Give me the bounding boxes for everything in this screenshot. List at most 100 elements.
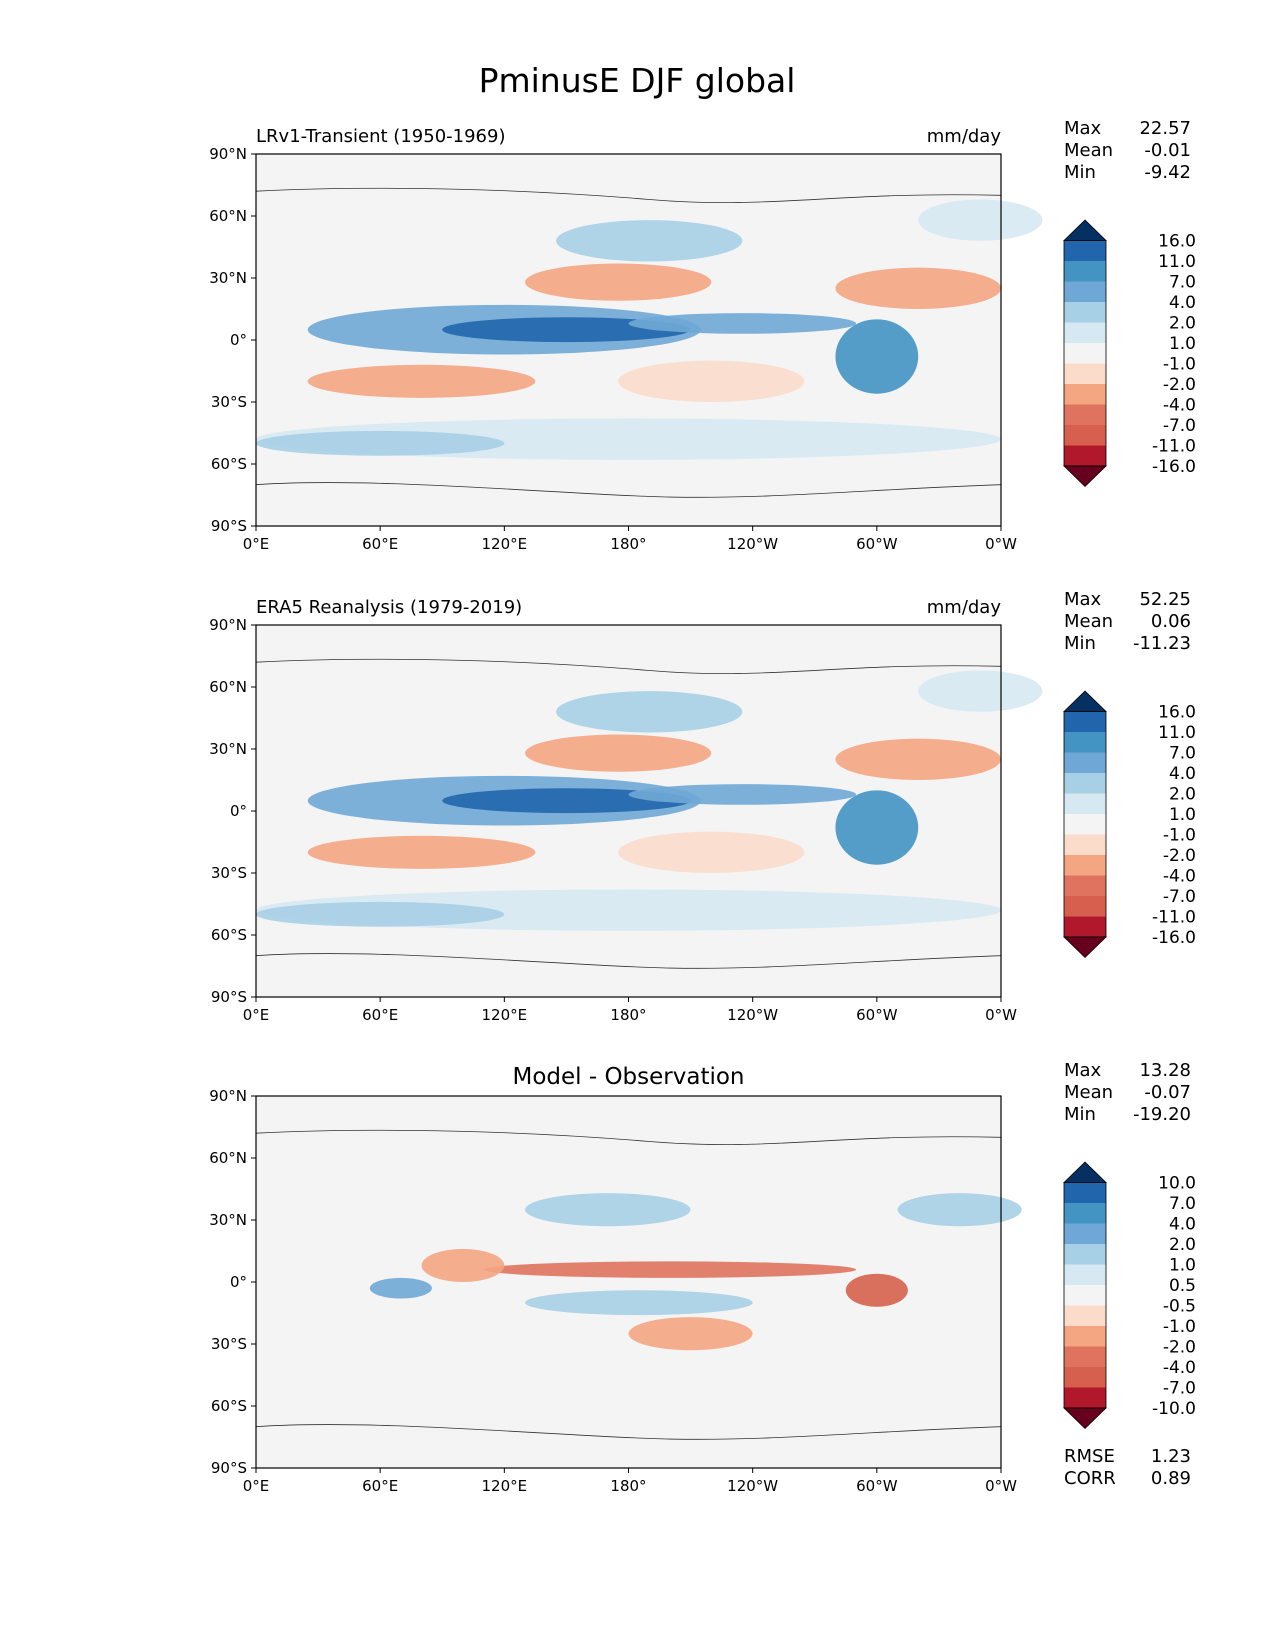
panel-title: ERA5 Reanalysis (1979-2019): [256, 597, 522, 618]
panel-1: 90°N 60°N 30°N 0° 30°S 60°S 90°S0°E 60°E 120°E 18…: [209, 118, 1196, 553]
y-tick-label: 60°S: [211, 455, 247, 473]
colorbar-swatch: [1064, 1367, 1106, 1388]
colorbar-swatch: [1064, 445, 1106, 466]
colorbar-label: -2.0: [1163, 1338, 1196, 1358]
stat-label: Mean: [1064, 140, 1113, 161]
field-shading: [618, 831, 805, 873]
x-tick-label: 120°E: [482, 1477, 528, 1495]
colorbar-swatch: [1064, 732, 1106, 753]
stat-label: Mean: [1064, 611, 1113, 632]
y-tick-label: 30°S: [211, 393, 247, 411]
x-tick-label: 60°W: [856, 535, 898, 553]
x-tick-label: 0°E: [243, 1006, 270, 1024]
y-tick-label: 30°N: [209, 1211, 247, 1229]
colorbar-label: 2.0: [1169, 785, 1196, 805]
field-shading: [421, 1248, 505, 1282]
colorbar-label: -4.0: [1163, 1358, 1196, 1378]
stat-value: -11.23: [1133, 633, 1191, 654]
coastline: [255, 1129, 1002, 1146]
y-tick-label: 0°: [230, 331, 247, 349]
stat-value: -9.42: [1144, 162, 1191, 183]
colorbar-label: -16.0: [1152, 457, 1196, 477]
y-tick-label: 60°S: [211, 926, 247, 944]
colorbar-label: -2.0: [1163, 375, 1196, 395]
colorbar-swatch: [1064, 1244, 1106, 1265]
field-shading: [918, 670, 1043, 712]
colorbar-label: 7.0: [1169, 744, 1196, 764]
field-shading: [835, 790, 919, 865]
y-tick-label: 90°N: [209, 1087, 247, 1105]
field-shading: [835, 738, 1001, 780]
colorbar-swatch: [1064, 793, 1106, 814]
colorbar-frame: [1063, 240, 1107, 467]
colorbar-label: -11.0: [1152, 908, 1196, 928]
x-tick-label: 60°W: [856, 1006, 898, 1024]
colorbar-swatch: [1064, 855, 1106, 876]
colorbar-label: -11.0: [1152, 437, 1196, 457]
x-tick-label: 120°W: [727, 1477, 778, 1495]
stat-label: Mean: [1064, 1082, 1113, 1103]
panel-title: LRv1-Transient (1950-1969): [256, 126, 505, 147]
colorbar-swatch: [1064, 404, 1106, 425]
field-shading: [628, 1317, 753, 1351]
coastline: [255, 482, 1002, 498]
stat-value: -19.20: [1133, 1104, 1191, 1125]
stat-label: Min: [1064, 633, 1096, 654]
colorbar-label: -1.0: [1163, 826, 1196, 846]
colorbar-swatch: [1064, 1326, 1106, 1347]
colorbar-swatch: [1064, 834, 1106, 855]
y-tick-label: 90°N: [209, 616, 247, 634]
colorbar-swatch: [1064, 261, 1106, 282]
stat-label: Max: [1064, 589, 1102, 610]
colorbar-label: -1.0: [1163, 355, 1196, 375]
colorbar-label: 1.0: [1169, 334, 1196, 354]
colorbar-swatch: [1064, 711, 1106, 732]
x-tick-label: 0°W: [985, 1006, 1017, 1024]
panel-units: mm/day: [927, 126, 1002, 147]
stat-value: 0.06: [1151, 611, 1191, 632]
colorbar: 16.011.07.04.02.01.0-1.0-2.0-4.0-7.0-11.…: [1063, 690, 1196, 959]
y-tick-label: 90°S: [211, 988, 247, 1006]
field-shading: [628, 313, 857, 334]
figure-title: PminusE DJF global: [479, 61, 796, 100]
colorbar-label: 0.5: [1169, 1276, 1196, 1296]
colorbar-swatch: [1064, 384, 1106, 405]
colorbar-label: 10.0: [1158, 1174, 1196, 1194]
colorbar-swatch: [1064, 322, 1106, 343]
colorbar-label: 4.0: [1169, 293, 1196, 313]
colorbar-swatch: [1064, 916, 1106, 937]
colorbar-extend-bottom: [1063, 465, 1107, 488]
field-shading: [835, 267, 1001, 310]
x-tick-label: 60°E: [362, 1006, 398, 1024]
colorbar-swatch: [1064, 363, 1106, 384]
field-shading: [845, 1273, 908, 1307]
colorbar-swatch: [1064, 1387, 1106, 1408]
colorbar-swatch: [1064, 1203, 1106, 1224]
y-tick-label: 90°S: [211, 517, 247, 535]
colorbar-label: -7.0: [1163, 416, 1196, 436]
colorbar-swatch: [1064, 1285, 1106, 1306]
x-tick-label: 0°E: [243, 535, 270, 553]
field-shading: [897, 1193, 1022, 1227]
y-tick-label: 90°N: [209, 145, 247, 163]
x-tick-label: 180°: [610, 535, 646, 553]
y-tick-label: 30°N: [209, 740, 247, 758]
colorbar-frame: [1063, 1182, 1107, 1409]
coastline: [255, 953, 1002, 969]
colorbar: 16.011.07.04.02.01.0-1.0-2.0-4.0-7.0-11.…: [1063, 219, 1196, 488]
colorbar-extend-bottom: [1063, 936, 1107, 959]
stat-label: Max: [1064, 118, 1102, 139]
stat-label: Max: [1064, 1060, 1102, 1081]
y-tick-label: 60°N: [209, 678, 247, 696]
y-tick-label: 0°: [230, 1273, 247, 1291]
colorbar-swatch: [1064, 1264, 1106, 1285]
field-shading: [369, 1277, 432, 1299]
y-tick-label: 30°S: [211, 864, 247, 882]
x-tick-label: 0°E: [243, 1477, 270, 1495]
colorbar-label: 4.0: [1169, 764, 1196, 784]
colorbar-label: 2.0: [1169, 1235, 1196, 1255]
panel-3: 90°N 60°N 30°N 0° 30°S 60°S 90°S0°E 60°E 120°E 18…: [209, 1060, 1196, 1495]
field-shading: [483, 1261, 857, 1278]
stat-value: -0.07: [1144, 1082, 1191, 1103]
